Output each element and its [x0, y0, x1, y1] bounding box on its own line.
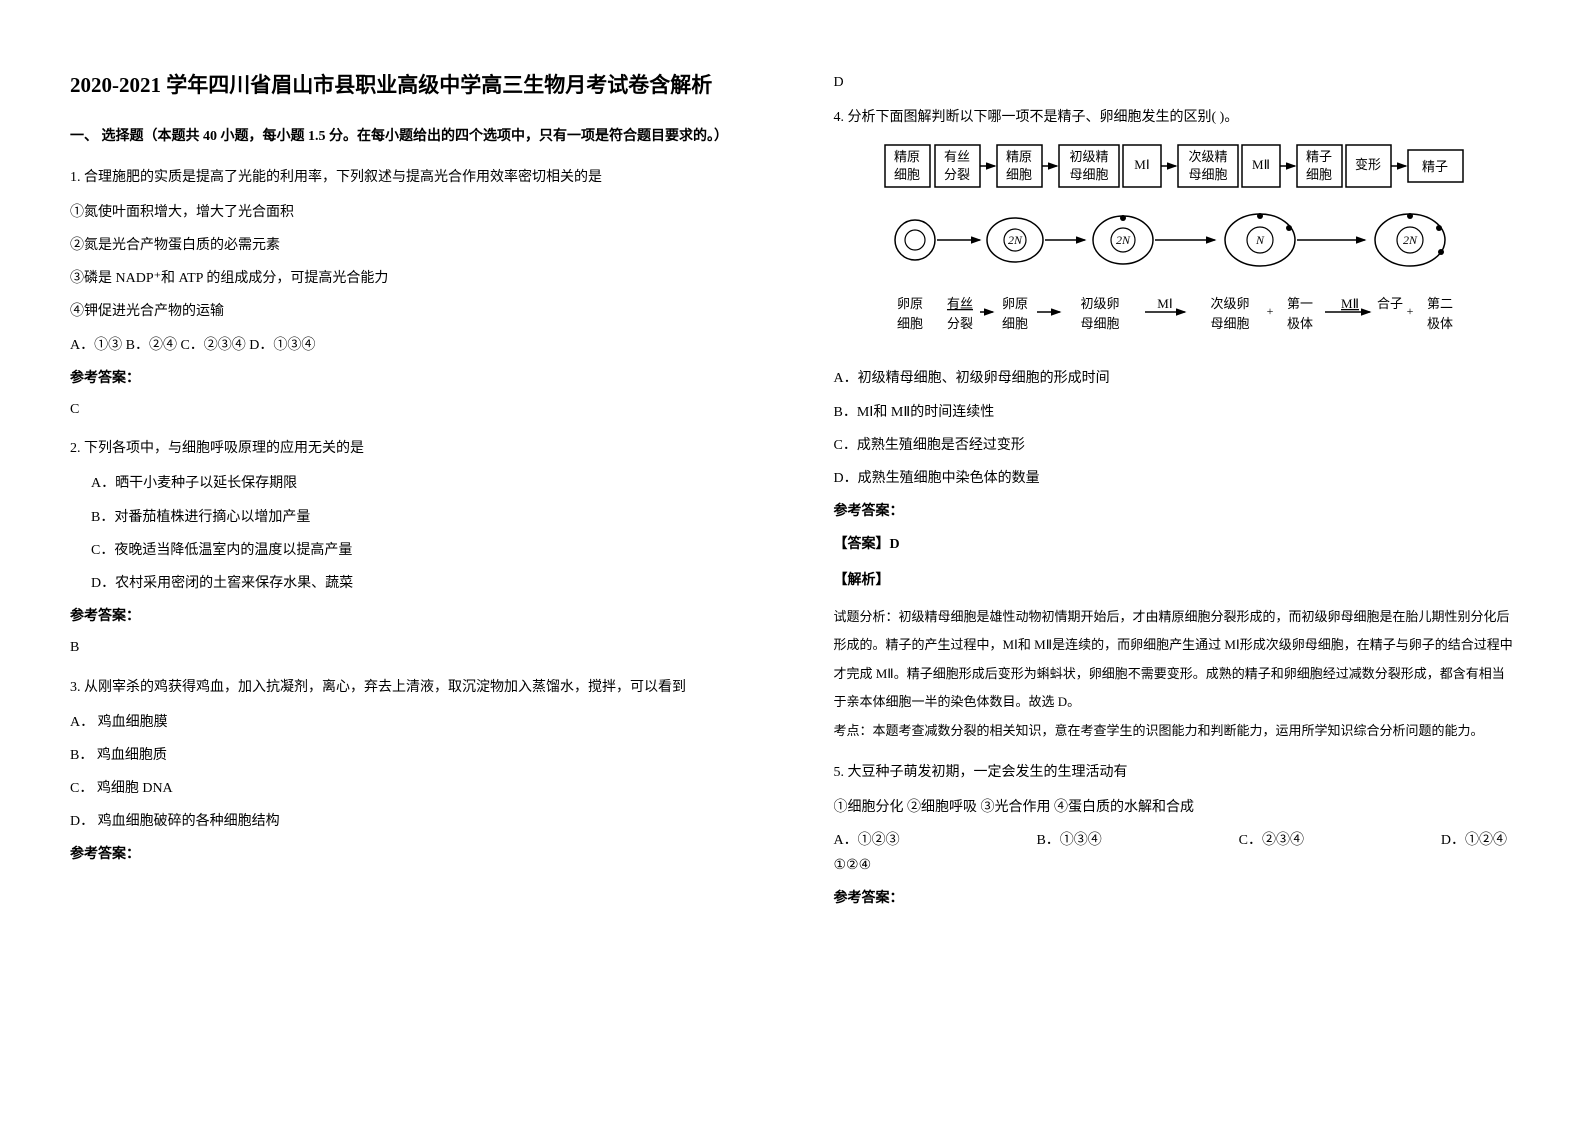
q1-answer-label: 参考答案：: [70, 366, 754, 391]
q3-optB: B． 鸡血细胞质: [70, 743, 754, 768]
q2-optD: D．农村采用密闭的土窖来保存水果、蔬菜: [70, 571, 754, 596]
svg-text:MⅡ: MⅡ: [1341, 296, 1359, 311]
section-header: 一、 选择题（本题共 40 小题，每小题 1.5 分。在每小题给出的四个选项中，…: [70, 124, 754, 149]
q3-answer: D: [834, 70, 1518, 95]
svg-text:第二: 第二: [1427, 296, 1453, 311]
q4-answer-label: 参考答案：: [834, 499, 1518, 524]
svg-text:细胞: 细胞: [1002, 316, 1028, 331]
q4-stem: 4. 分析下面图解判断以下哪一项不是精子、卵细胞发生的区别( )。: [834, 105, 1518, 130]
svg-text:精原: 精原: [1006, 149, 1032, 164]
q5-opts: ①细胞分化 ②细胞呼吸 ③光合作用 ④蛋白质的水解和合成: [834, 795, 1518, 820]
svg-text:+: +: [1407, 304, 1414, 318]
q1-choices: A．①③ B．②④ C．②③④ D．①③④: [70, 333, 754, 358]
q3-optC: C． 鸡细胞 DNA: [70, 776, 754, 801]
question-3: 3. 从刚宰杀的鸡获得鸡血，加入抗凝剂，离心，弃去上清液，取沉淀物加入蒸馏水，搅…: [70, 675, 754, 868]
svg-text:母细胞: 母细胞: [1070, 167, 1109, 182]
q4-optA: A．初级精母细胞、初级卵母细胞的形成时间: [834, 366, 1518, 391]
svg-text:极体: 极体: [1427, 316, 1453, 331]
question-1: 1. 合理施肥的实质是提高了光能的利用率，下列叙述与提高光合作用效率密切相关的是…: [70, 165, 754, 423]
svg-text:精原: 精原: [894, 149, 920, 164]
q5-choiceC: C．②③④: [1239, 828, 1304, 853]
q1-opt3: ③磷是 NADP⁺和 ATP 的组成成分，可提高光合能力: [70, 266, 754, 291]
q3-stem: 3. 从刚宰杀的鸡获得鸡血，加入抗凝剂，离心，弃去上清液，取沉淀物加入蒸馏水，搅…: [70, 675, 754, 700]
question-4: 4. 分析下面图解判断以下哪一项不是精子、卵细胞发生的区别( )。 精原 细胞 …: [834, 105, 1518, 745]
q4-answer-title: 【答案】D: [834, 532, 1518, 557]
svg-text:初级精: 初级精: [1070, 149, 1109, 164]
svg-text:卵原: 卵原: [1002, 296, 1028, 311]
svg-text:MⅠ: MⅠ: [1135, 157, 1150, 172]
question-2: 2. 下列各项中，与细胞呼吸原理的应用无关的是 A．晒干小麦种子以延长保存期限 …: [70, 436, 754, 660]
svg-text:次级精: 次级精: [1189, 149, 1228, 164]
question-5: 5. 大豆种子萌发初期，一定会发生的生理活动有 ①细胞分化 ②细胞呼吸 ③光合作…: [834, 760, 1518, 912]
svg-text:N: N: [1255, 233, 1265, 247]
q1-opt1: ①氮使叶面积增大，增大了光合面积: [70, 200, 754, 225]
svg-text:极体: 极体: [1287, 316, 1313, 331]
q4-optC: C．成熟生殖细胞是否经过变形: [834, 433, 1518, 458]
svg-text:合子: 合子: [1377, 296, 1403, 311]
svg-text:分裂: 分裂: [944, 167, 970, 182]
svg-text:母细胞: 母细胞: [1081, 316, 1120, 331]
q4-note: 考点：本题考查减数分裂的相关知识，意在考查学生的识图能力和判断能力，运用所学知识…: [834, 717, 1518, 746]
svg-text:MⅠ: MⅠ: [1158, 296, 1173, 311]
svg-text:分裂: 分裂: [947, 316, 973, 331]
q2-answer: B: [70, 635, 754, 660]
q5-answer-label: 参考答案：: [834, 886, 1518, 911]
q4-analysis-title: 【解析】: [834, 568, 1518, 593]
left-column: 2020-2021 学年四川省眉山市县职业高级中学高三生物月考试卷含解析 一、 …: [0, 0, 794, 1122]
sperm-row: 精原 细胞 有丝 分裂 精原 细胞 初级精 母细胞 MⅠ 次级精 母细胞: [885, 145, 1463, 187]
svg-text:精子: 精子: [1306, 149, 1332, 164]
q1-answer: C: [70, 397, 754, 422]
svg-text:2N: 2N: [1403, 233, 1418, 247]
svg-text:初级卵: 初级卵: [1081, 296, 1120, 311]
svg-text:细胞: 细胞: [894, 167, 920, 182]
cell-division-diagram: 精原 细胞 有丝 分裂 精原 细胞 初级精 母细胞 MⅠ 次级精 母细胞: [865, 140, 1485, 350]
q1-stem: 1. 合理施肥的实质是提高了光能的利用率，下列叙述与提高光合作用效率密切相关的是: [70, 165, 754, 190]
q3-answer-label: 参考答案：: [70, 842, 754, 867]
svg-text:精子: 精子: [1422, 159, 1448, 174]
egg-label-row: 卵原 细胞 有丝 分裂 卵原 细胞 初级卵 母细胞 MⅠ 次级卵 母细胞 + 第…: [897, 296, 1453, 331]
svg-text:有丝: 有丝: [944, 149, 970, 164]
svg-text:+: +: [1267, 304, 1274, 318]
svg-text:次级卵: 次级卵: [1211, 296, 1250, 311]
svg-text:卵原: 卵原: [897, 296, 923, 311]
svg-text:2N: 2N: [1116, 233, 1131, 247]
svg-text:母细胞: 母细胞: [1211, 316, 1250, 331]
q5-stem: 5. 大豆种子萌发初期，一定会发生的生理活动有: [834, 760, 1518, 785]
svg-text:有丝: 有丝: [947, 296, 973, 311]
exam-title: 2020-2021 学年四川省眉山市县职业高级中学高三生物月考试卷含解析: [70, 70, 754, 102]
q1-opt4: ④钾促进光合产物的运输: [70, 299, 754, 324]
svg-text:第一: 第一: [1287, 296, 1313, 311]
q2-stem: 2. 下列各项中，与细胞呼吸原理的应用无关的是: [70, 436, 754, 461]
q3-optA: A． 鸡血细胞膜: [70, 710, 754, 735]
q4-optD: D．成熟生殖细胞中染色体的数量: [834, 466, 1518, 491]
svg-text:细胞: 细胞: [1006, 167, 1032, 182]
svg-text:MⅡ: MⅡ: [1252, 157, 1270, 172]
svg-text:变形: 变形: [1355, 157, 1381, 172]
q3-optD: D． 鸡血细胞破碎的各种细胞结构: [70, 809, 754, 834]
q2-optC: C．夜晚适当降低温室内的温度以提高产量: [70, 538, 754, 563]
svg-text:细胞: 细胞: [897, 316, 923, 331]
q5-choiceB: B．①③④: [1036, 828, 1101, 853]
svg-text:细胞: 细胞: [1306, 167, 1332, 182]
svg-text:2N: 2N: [1008, 233, 1023, 247]
q1-opt2: ②氮是光合产物蛋白质的必需元素: [70, 233, 754, 258]
q4-analysis: 试题分析：初级精母细胞是雄性动物初情期开始后，才由精原细胞分裂形成的，而初级卵母…: [834, 603, 1518, 717]
q2-optA: A．晒干小麦种子以延长保存期限: [70, 471, 754, 496]
q5-choiceA: A．①②③: [834, 828, 900, 853]
egg-cell-row: 2N 2N N 2N: [895, 213, 1445, 266]
q5-choices-row: A．①②③ B．①③④ C．②③④ D．①②④: [834, 828, 1518, 853]
q4-optB: B．MⅠ和 MⅡ的时间连续性: [834, 400, 1518, 425]
q5-choiceD: D．①②④: [1441, 828, 1507, 853]
q2-optB: B．对番茄植株进行摘心以增加产量: [70, 505, 754, 530]
svg-text:母细胞: 母细胞: [1189, 167, 1228, 182]
right-column: D 4. 分析下面图解判断以下哪一项不是精子、卵细胞发生的区别( )。 精原 细…: [794, 0, 1587, 1122]
q2-answer-label: 参考答案：: [70, 604, 754, 629]
